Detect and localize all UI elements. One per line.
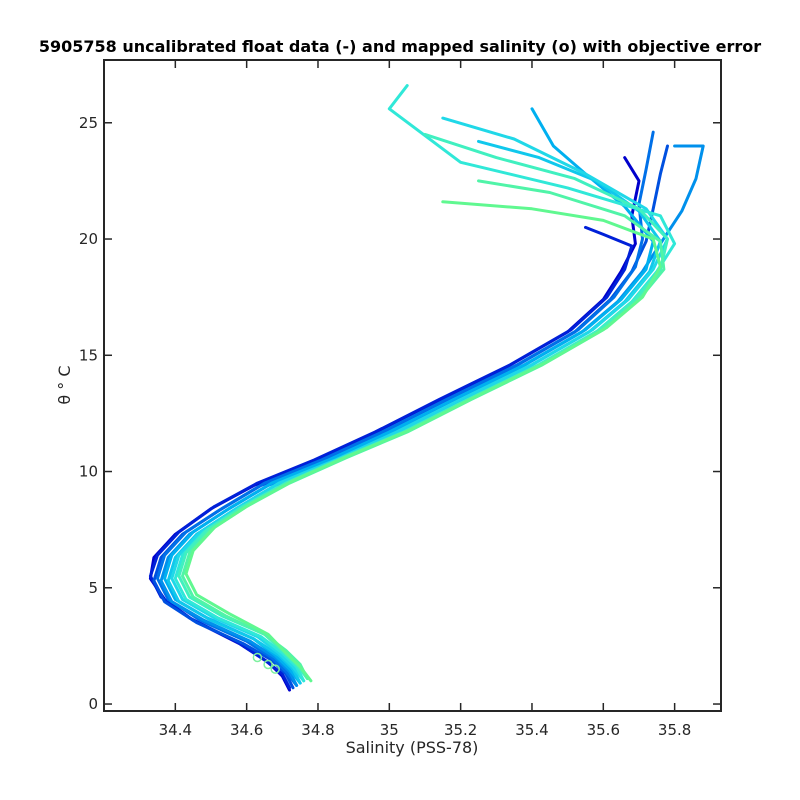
x-axis-label: Salinity (PSS-78) <box>346 738 479 757</box>
axes-box <box>103 59 722 712</box>
y-tick-label: 10 <box>79 463 98 481</box>
x-tick-label: 34.4 <box>159 721 192 739</box>
marker-layer <box>252 652 280 674</box>
x-tick-label: 35.6 <box>587 721 620 739</box>
series-line-12 <box>184 200 662 683</box>
x-axis-ticks: 34.4 34.6 34.8 35 35.2 35.4 35.6 35.8 <box>159 60 691 739</box>
y-tick-label: 0 <box>88 695 98 713</box>
mapped-salinity-marker-2 <box>263 659 273 670</box>
x-tick-label: 35 <box>380 721 399 739</box>
x-tick-label: 35.8 <box>658 721 691 739</box>
y-tick-label: 15 <box>79 346 98 364</box>
x-tick-label: 35.2 <box>444 721 477 739</box>
y-axis-ticks: 0 5 10 15 20 25 <box>79 114 721 713</box>
mapped-salinity-marker-1 <box>252 652 263 663</box>
x-tick-label: 35.4 <box>515 721 548 739</box>
series-layer <box>148 84 705 692</box>
mapped-salinity-marker-3 <box>270 664 280 674</box>
y-tick-label: 25 <box>79 114 98 132</box>
chart-title: 5905758 uncalibrated float data (-) and … <box>39 37 761 56</box>
x-tick-label: 34.6 <box>230 721 263 739</box>
plot-area <box>104 60 721 711</box>
y-axis-label: θ ° C <box>55 365 74 404</box>
y-tick-label: 20 <box>79 230 98 248</box>
x-tick-label: 34.8 <box>301 721 334 739</box>
y-tick-label: 5 <box>88 579 98 597</box>
